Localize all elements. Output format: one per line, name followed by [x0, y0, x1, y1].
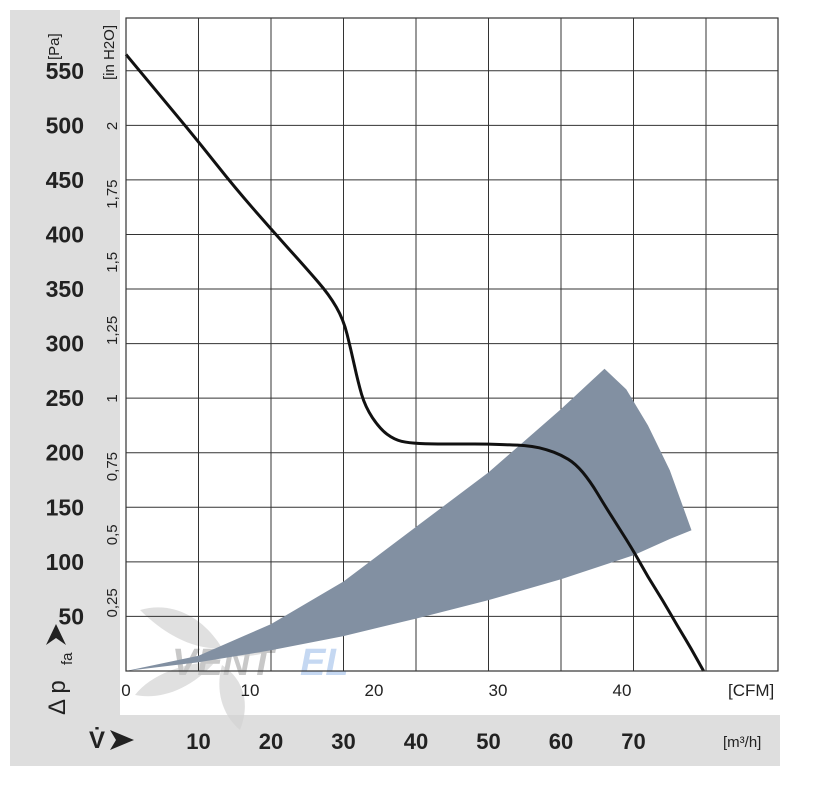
y-tick-inh2o: 1,25	[104, 316, 121, 345]
y-tick-inh2o: 1	[104, 394, 121, 402]
x-tick-cfm: 20	[365, 681, 384, 700]
x-tick-m3h: 40	[404, 729, 428, 754]
y-tick-pa: 150	[46, 494, 84, 520]
y-tick-pa: 550	[46, 58, 84, 84]
x-tick-m3h: 70	[621, 729, 645, 754]
y-tick-inh2o: 1,5	[104, 252, 121, 273]
y-tick-pa: 200	[46, 440, 84, 466]
plot-border	[125, 17, 779, 672]
y-tick-inh2o: 1,75	[104, 179, 121, 208]
y-tick-pa: 450	[46, 167, 84, 193]
y-tick-inh2o: 2	[104, 122, 121, 130]
y-tick-pa: 500	[46, 112, 84, 138]
x-tick-cfm: 10	[241, 681, 260, 700]
y-tick-pa: 350	[46, 276, 84, 302]
x-unit-cfm: [CFM]	[728, 681, 774, 700]
y-tick-pa: 50	[58, 603, 84, 629]
y-axis-label-sub: fa	[59, 652, 76, 665]
y-tick-pa: 100	[46, 549, 84, 575]
x-axis-label: V̇	[89, 727, 105, 754]
x-axis-title: V̇	[89, 727, 134, 754]
x-unit-m3h: [m³/h]	[723, 734, 761, 751]
x-tick-m3h: 20	[259, 729, 283, 754]
x-tick-cfm: 40	[613, 681, 632, 700]
x-axis-m3h-ticks: 10 20 30 40 50 60 70	[186, 729, 645, 754]
y-tick-pa: 400	[46, 221, 84, 247]
y-axis-label: Δ p	[44, 680, 71, 715]
y-unit-pa: [Pa]	[46, 33, 63, 60]
operating-region	[126, 368, 692, 671]
x-tick-cfm: 0	[121, 681, 130, 700]
x-tick-m3h: 50	[476, 729, 500, 754]
y-tick-inh2o: 0,5	[104, 524, 121, 545]
y-axis-pa-ticks: 50 100 150 200 250 300 350 400 450 500 550	[46, 58, 84, 630]
bottom-axis-panel	[120, 715, 780, 766]
y-unit-inh2o: [in H2O]	[101, 25, 118, 80]
y-tick-inh2o: 0,75	[104, 452, 121, 481]
x-axis-arrow-icon	[110, 730, 134, 750]
y-tick-pa: 300	[46, 331, 84, 357]
x-tick-cfm: 30	[489, 681, 508, 700]
pressure-curve	[124, 53, 705, 672]
y-axis-arrow-icon	[46, 624, 66, 645]
left-axis-panel	[10, 10, 120, 766]
watermark-text-el: EL	[300, 642, 349, 684]
y-tick-inh2o: 0,25	[104, 588, 121, 617]
x-axis-cfm-ticks: 0 10 20 30 40	[121, 681, 631, 700]
y-tick-pa: 250	[46, 385, 84, 411]
y-axis-title: Δ p fa	[44, 624, 76, 715]
x-tick-m3h: 30	[331, 729, 355, 754]
x-tick-m3h: 10	[186, 729, 210, 754]
y-axis-inh2o-ticks: 0,25 0,5 0,75 1 1,25 1,5 1,75 2	[104, 122, 121, 618]
x-tick-m3h: 60	[549, 729, 573, 754]
